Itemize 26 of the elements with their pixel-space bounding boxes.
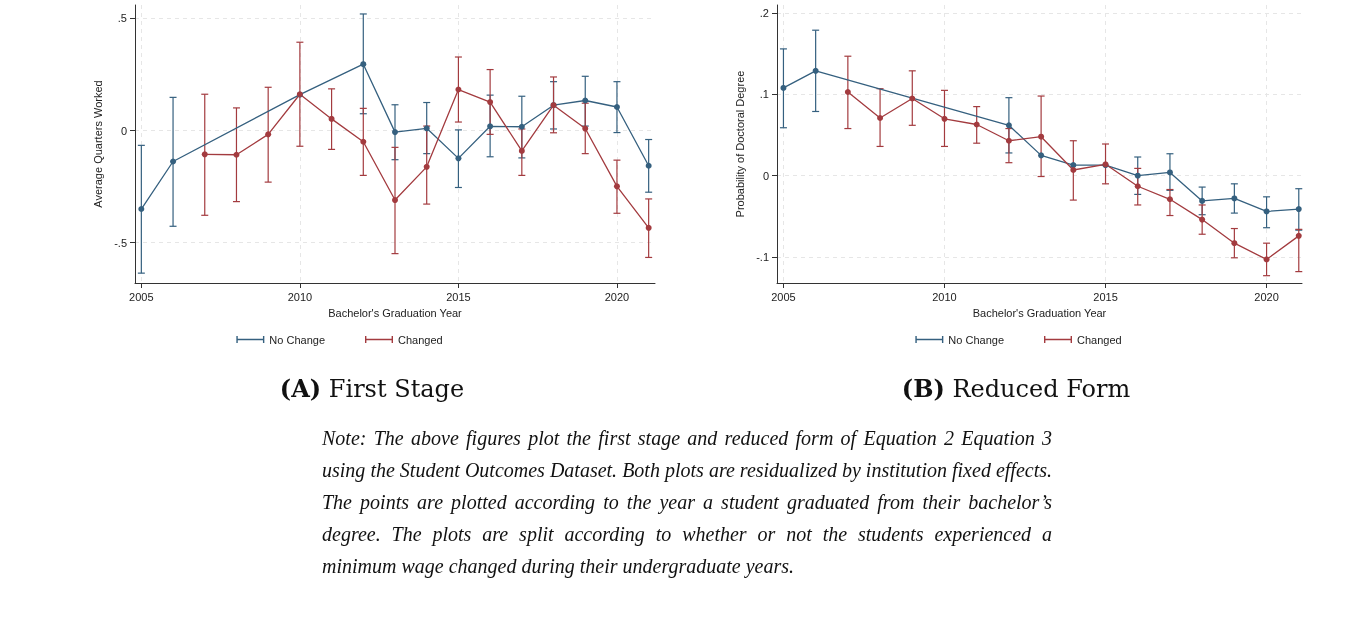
- x-axis-title: Bachelor's Graduation Year: [328, 306, 463, 319]
- text: (B) Reduced Form: [901, 374, 1131, 403]
- y-tick-label: -.5: [114, 236, 127, 249]
- x-tick-label: 2010: [287, 290, 313, 303]
- y-tick-label: .5: [117, 12, 127, 25]
- x-tick-label: 2020: [604, 290, 630, 303]
- text: (A) First Stage: [279, 374, 465, 403]
- x-tick-label: 2020: [1254, 290, 1279, 303]
- x-tick-label: 2015: [446, 290, 471, 303]
- legend-label: No Change: [269, 333, 326, 346]
- x-tick-label: 2005: [771, 290, 796, 303]
- legend-label: Changed: [398, 333, 443, 346]
- y-tick-label: .1: [759, 88, 769, 101]
- y-tick-label: .2: [759, 7, 769, 20]
- y-axis-title: Probability of Doctoral Degree: [733, 70, 746, 218]
- x-tick-label: 2010: [932, 290, 957, 303]
- y-tick-label: 0: [120, 124, 127, 137]
- text: Note: The above figures plot the first stage and reduced form of Equation 2 Equation 3 using the Student Outcomes Dataset. Both plots are residualized by institution fixed effects. The points are plotted according to the year a student graduated from their bachelor’s degree. The plots are split according to whether or not the students experienced a minimum wage changed during their undergraduate years.: [322, 426, 1052, 580]
- y-tick-label: 0: [762, 169, 769, 182]
- y-axis-title: Average Quarters Worked: [91, 80, 104, 208]
- x-tick-label: 2005: [129, 290, 154, 303]
- legend-label: No Change: [948, 333, 1005, 346]
- x-axis-title: Bachelor's Graduation Year: [972, 306, 1107, 319]
- x-tick-label: 2015: [1093, 290, 1118, 303]
- legend-label: Changed: [1077, 333, 1122, 346]
- y-tick-label: -.1: [756, 250, 769, 263]
